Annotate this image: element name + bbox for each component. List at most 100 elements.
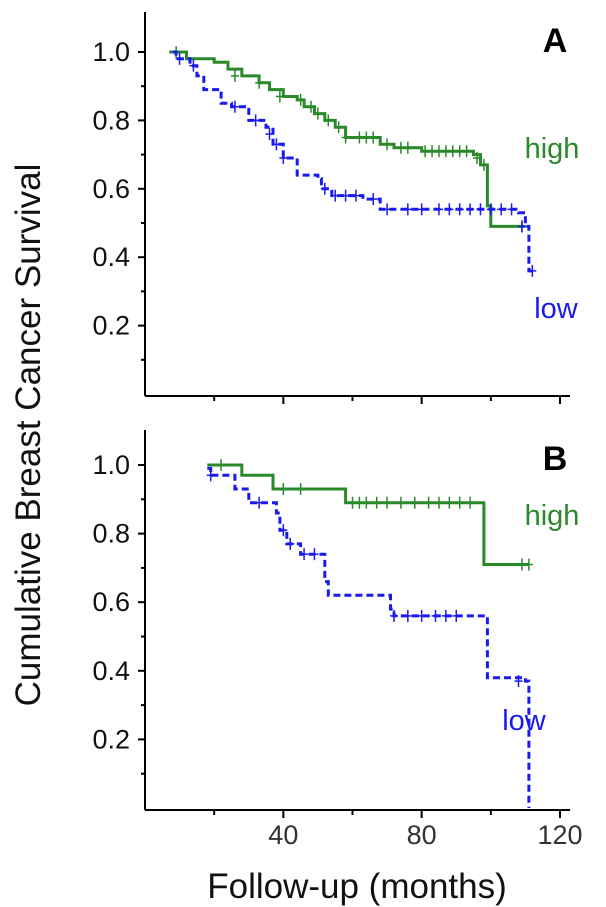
censor-mark-low: [476, 203, 485, 216]
censor-mark-low: [383, 203, 392, 216]
censor-mark-high: [334, 121, 343, 134]
censor-mark-low: [441, 609, 450, 622]
censor-mark-high: [324, 114, 333, 127]
censor-mark-low: [351, 189, 360, 202]
censor-mark-low: [417, 609, 426, 622]
censor-mark-high: [230, 69, 239, 82]
y-tick-label: 0.8: [92, 105, 130, 135]
censor-mark-high: [275, 90, 284, 103]
censor-mark-low: [279, 524, 288, 537]
censor-mark-high: [445, 496, 454, 509]
censor-mark-high: [466, 496, 475, 509]
series-label-high: high: [525, 500, 580, 532]
censor-mark-low: [390, 609, 398, 622]
censor-mark-high: [434, 496, 443, 509]
censor-mark-high: [396, 496, 405, 509]
y-tick-label: 0.6: [92, 587, 130, 617]
censor-mark-high: [441, 145, 450, 158]
censor-mark-low: [403, 203, 412, 216]
censor-mark-low: [286, 537, 295, 550]
y-tick-label: 1.0: [92, 450, 130, 480]
censor-mark-high: [410, 496, 419, 509]
censor-mark-high: [383, 138, 392, 151]
censor-mark-high: [296, 483, 305, 496]
censor-mark-low: [403, 609, 412, 622]
censor-mark-low: [431, 609, 440, 622]
censor-mark-low: [466, 203, 475, 216]
censor-mark-high: [421, 145, 430, 158]
censor-mark-low: [272, 138, 281, 151]
censor-mark-low: [265, 128, 274, 141]
y-tick-label: 0.2: [92, 724, 130, 754]
censor-mark-low: [517, 220, 526, 233]
censor-mark-low: [528, 264, 537, 277]
censor-mark-low: [320, 182, 329, 195]
censor-mark-high: [448, 145, 457, 158]
censor-mark-low: [251, 114, 260, 127]
series-label-high: high: [525, 133, 580, 165]
censor-mark-high: [473, 152, 481, 165]
censor-mark-high: [255, 76, 264, 89]
censor-mark-low: [189, 59, 198, 72]
y-tick-label: 0.2: [92, 311, 130, 341]
x-tick-label: 120: [537, 820, 582, 850]
series-high-curve: [207, 463, 529, 566]
censor-mark-low: [369, 193, 378, 206]
censor-mark-high: [355, 131, 364, 144]
censor-mark-low: [230, 100, 239, 113]
panel-letter: A: [543, 22, 568, 60]
censor-mark-low: [331, 189, 340, 202]
censor-mark-high: [348, 496, 357, 509]
censor-mark-high: [428, 145, 437, 158]
censor-mark-low: [206, 469, 215, 482]
censor-mark-low: [452, 609, 461, 622]
x-axis-title: Follow-up (months): [207, 867, 507, 906]
censor-mark-high: [369, 131, 378, 144]
censor-mark-high: [313, 107, 322, 120]
censor-mark-high: [403, 141, 412, 154]
censor-mark-low: [279, 152, 288, 165]
series-label-low: low: [502, 705, 547, 737]
censor-mark-high: [455, 496, 464, 509]
censor-mark-high: [307, 100, 315, 113]
censor-mark-low: [255, 496, 264, 509]
series-label-low: low: [534, 293, 579, 325]
censor-mark-high: [396, 141, 405, 154]
censor-mark-low: [417, 203, 426, 216]
censor-mark-high: [217, 459, 226, 471]
y-tick-label: 0.6: [92, 174, 130, 204]
censor-mark-high: [524, 558, 533, 571]
censor-mark-high: [434, 145, 443, 158]
censor-mark-low: [175, 52, 184, 65]
censor-mark-high: [362, 496, 371, 509]
series-high-curve: [169, 50, 526, 228]
censor-mark-high: [424, 496, 433, 509]
censor-mark-low: [514, 675, 523, 688]
censor-mark-high: [372, 496, 381, 509]
censor-mark-high: [462, 145, 471, 158]
censor-mark-low: [300, 548, 309, 561]
x-tick-label: 80: [407, 820, 437, 850]
censor-mark-low: [455, 203, 464, 216]
censor-mark-high: [279, 483, 288, 496]
censor-mark-high: [517, 558, 526, 571]
censor-mark-high: [296, 93, 305, 106]
y-tick-label: 0.8: [92, 519, 130, 549]
censor-mark-low: [434, 203, 443, 216]
panel-letter: B: [543, 440, 568, 478]
censor-mark-low: [310, 548, 319, 561]
censor-mark-low: [341, 189, 350, 202]
censor-mark-low: [486, 203, 495, 216]
series-low-curve: [207, 466, 531, 808]
y-tick-label: 1.0: [92, 37, 130, 67]
censor-mark-high: [362, 131, 371, 144]
y-tick-label: 0.4: [92, 656, 130, 686]
x-tick-label: 40: [268, 820, 298, 850]
censor-mark-high: [383, 496, 392, 509]
censor-mark-high: [355, 496, 364, 509]
censor-mark-low: [497, 203, 506, 216]
censor-mark-low: [507, 203, 516, 216]
